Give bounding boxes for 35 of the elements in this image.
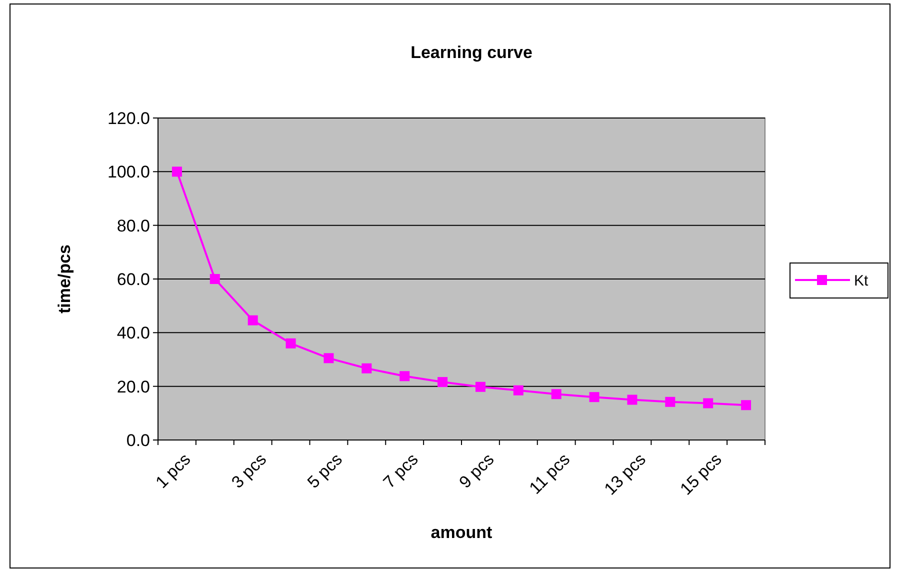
x-tick-label: 15 pcs bbox=[676, 450, 726, 499]
y-tick-label: 40.0 bbox=[116, 324, 150, 343]
y-tick-label: 120.0 bbox=[107, 108, 150, 128]
point bbox=[665, 396, 676, 407]
y-axis-title: time/pcs bbox=[55, 244, 74, 314]
x-tick-label: 7 pcs bbox=[380, 450, 422, 492]
point bbox=[400, 371, 410, 382]
point bbox=[513, 385, 524, 396]
point bbox=[248, 315, 258, 326]
x-tick-label: 1 pcs bbox=[152, 450, 194, 492]
point bbox=[741, 400, 752, 410]
point bbox=[475, 382, 486, 392]
point bbox=[589, 392, 600, 402]
x-tick-label: 9 pcs bbox=[456, 450, 498, 492]
x-axis-title: amount bbox=[430, 523, 493, 542]
y-tick-label: 60.0 bbox=[116, 270, 150, 289]
x-tick-label: 5 pcs bbox=[304, 450, 346, 492]
y-tick-label: 80.0 bbox=[116, 216, 150, 236]
point bbox=[286, 338, 296, 348]
y-tick-label: 20.0 bbox=[116, 377, 150, 396]
point bbox=[210, 274, 220, 284]
point bbox=[627, 394, 638, 405]
chart-title: Learning curve bbox=[410, 43, 532, 62]
point bbox=[324, 353, 334, 364]
point bbox=[551, 389, 562, 400]
y-tick-label: 100.0 bbox=[107, 162, 150, 182]
legend-label: Kt bbox=[854, 272, 870, 290]
point bbox=[703, 398, 714, 408]
point bbox=[362, 363, 372, 374]
x-tick-label: 13 pcs bbox=[600, 450, 650, 499]
x-tick-label: 3 pcs bbox=[228, 450, 270, 492]
y-tick-label: 0.0 bbox=[126, 430, 150, 450]
point bbox=[438, 377, 448, 388]
point bbox=[172, 166, 182, 177]
x-tick-label: 11 pcs bbox=[526, 450, 574, 498]
